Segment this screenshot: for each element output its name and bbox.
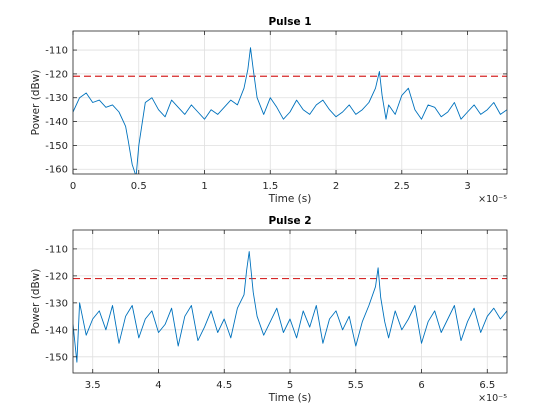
- y-tick-label: -110: [45, 46, 68, 57]
- y-tick-label: -160: [45, 165, 68, 176]
- chart-title: Pulse 2: [268, 215, 311, 227]
- x-tick-label: 4: [155, 380, 161, 391]
- y-axis-label: Power (dBw): [30, 70, 42, 136]
- y-axis-label: Power (dBw): [30, 269, 42, 335]
- x-tick-label: 0: [70, 181, 76, 192]
- x-tick-label: 3.5: [85, 380, 101, 391]
- y-tick-label: -120: [45, 69, 68, 80]
- pulse-1-panel: 0 0.5 1 1.5 2 2.5 3 -160 -150 -140 -130 -120 -110 Pul…: [30, 16, 508, 205]
- y-tick-label: -130: [45, 298, 68, 309]
- x-tick-label: 5.5: [348, 380, 364, 391]
- y-tick-label: -120: [45, 271, 68, 282]
- series-line: [73, 251, 507, 363]
- x-tick-label: 1: [201, 181, 207, 192]
- x-axis-label: Time (s): [268, 392, 312, 404]
- x-tick-label: 6.5: [479, 380, 495, 391]
- y-tick-label: -140: [45, 117, 68, 128]
- x-axis-exponent: ×10⁻⁵: [478, 194, 507, 205]
- y-tick-label: -150: [45, 141, 68, 152]
- x-tick-label: 2: [333, 181, 339, 192]
- x-tick-label: 3: [464, 181, 470, 192]
- y-tick-label: -130: [45, 93, 68, 104]
- x-tick-label: 6: [418, 380, 424, 391]
- x-tick-label: 4.5: [216, 380, 232, 391]
- x-tick-label: 0.5: [131, 181, 147, 192]
- axes-box: [72, 30, 508, 175]
- pulse-2-panel: 3.5 4 4.5 5 5.5 6 6.5 -150 -140 -130 -120 -110 Pulse…: [30, 215, 508, 404]
- x-tick-label: 2.5: [394, 181, 410, 192]
- x-axis-exponent: ×10⁻⁵: [478, 393, 507, 404]
- x-tick-label: 1.5: [262, 181, 278, 192]
- x-axis-label: Time (s): [268, 193, 312, 205]
- chart-title: Pulse 1: [268, 16, 311, 28]
- y-tick-label: -110: [45, 244, 68, 255]
- y-tick-label: -150: [45, 352, 68, 363]
- y-tick-label: -140: [45, 325, 68, 336]
- series-line: [73, 47, 507, 174]
- x-tick-label: 5: [287, 380, 293, 391]
